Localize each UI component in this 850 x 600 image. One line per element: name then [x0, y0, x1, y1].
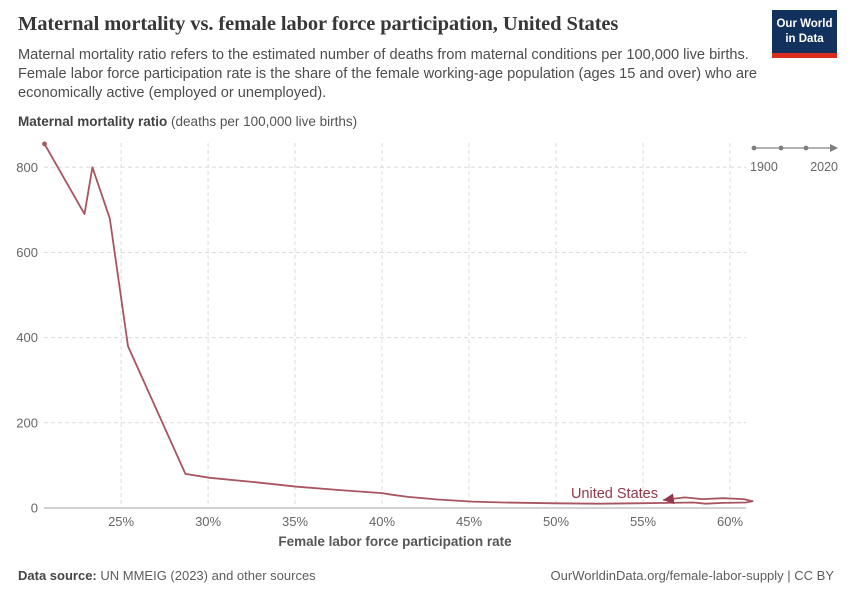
- y-axis-unit-label: Maternal mortality ratio (deaths per 100…: [18, 114, 357, 129]
- data-source-text: UN MMEIG (2023) and other sources: [96, 568, 316, 583]
- y-tick-label: 600: [16, 245, 38, 260]
- page-title: Maternal mortality vs. female labor forc…: [18, 13, 619, 35]
- x-tick-label: 60%: [717, 514, 743, 529]
- y-axis-unit-rest: (deaths per 100,000 live births): [167, 114, 358, 129]
- x-tick-label: 55%: [630, 514, 656, 529]
- owid-logo-line2: in Data: [785, 32, 824, 45]
- x-tick-label: 25%: [108, 514, 134, 529]
- x-tick-label: 45%: [456, 514, 482, 529]
- y-tick-label: 800: [16, 160, 38, 175]
- x-axis-title: Female labor force participation rate: [278, 534, 512, 549]
- timeline-start-year[interactable]: 1900: [750, 160, 778, 174]
- chart-footer: Data source: UN MMEIG (2023) and other s…: [18, 568, 834, 583]
- series-label-united-states[interactable]: United States: [571, 486, 658, 502]
- x-tick-label: 30%: [195, 514, 221, 529]
- y-tick-label: 0: [31, 501, 38, 516]
- data-source-label: Data source:: [18, 568, 97, 583]
- x-tick-label: 35%: [282, 514, 308, 529]
- y-tick-label: 400: [16, 330, 38, 345]
- footer-link[interactable]: OurWorldinData.org/female-labor-supply |…: [550, 568, 834, 583]
- series-line-united-states[interactable]: [43, 143, 754, 505]
- timeline-end-year[interactable]: 2020: [810, 160, 838, 174]
- y-axis-unit-bold: Maternal mortality ratio: [18, 114, 168, 129]
- y-tick-label: 200: [16, 415, 38, 430]
- x-tick-label: 40%: [369, 514, 395, 529]
- timeline-widget[interactable]: 1900 2020: [750, 140, 838, 174]
- timeline-arrow-icon[interactable]: [750, 140, 838, 155]
- x-tick-label: 50%: [543, 514, 569, 529]
- series-start-point: [42, 141, 47, 147]
- data-source-note: Data source: UN MMEIG (2023) and other s…: [18, 568, 316, 583]
- owid-logo[interactable]: Our World in Data: [772, 10, 837, 58]
- owid-logo-redbar: [772, 52, 837, 58]
- chart-subtitle: Maternal mortality ratio refers to the e…: [18, 47, 758, 101]
- owid-logo-line1: Our World: [776, 18, 833, 30]
- owid-logo-box: Our World in Data: [772, 10, 837, 53]
